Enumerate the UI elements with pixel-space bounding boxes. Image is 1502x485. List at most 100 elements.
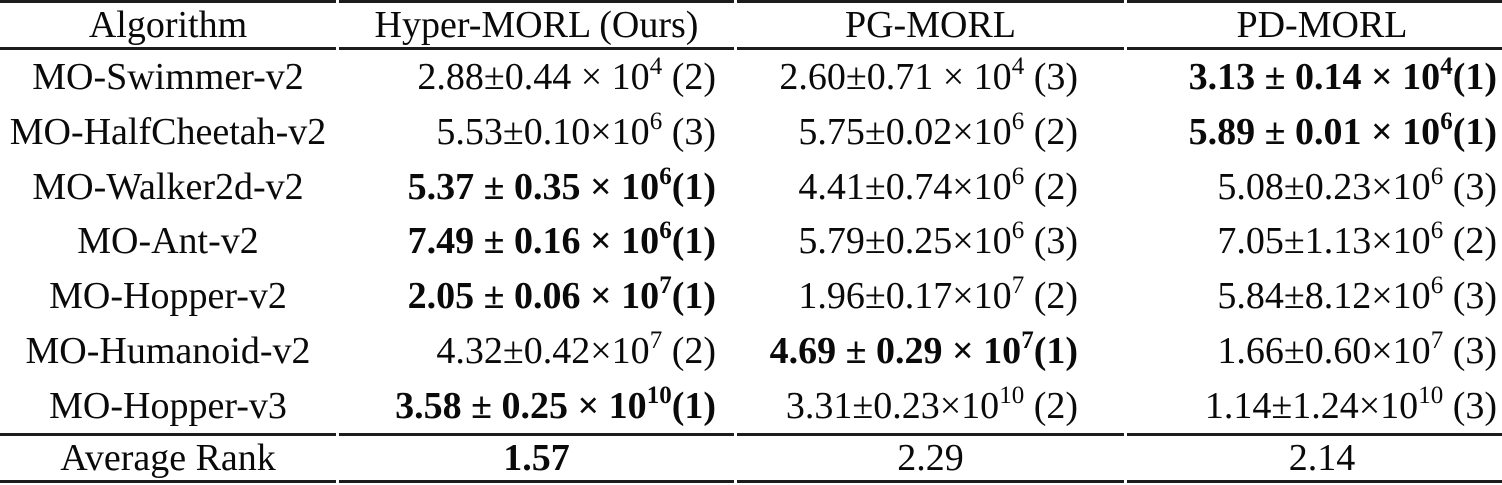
average-rank-row: Average Rank 1.57 2.29 2.14 bbox=[0, 433, 1502, 483]
value-cell: 4.32±0.42×107 (2) bbox=[339, 324, 734, 379]
exponent: 6 bbox=[1430, 217, 1444, 245]
average-rank-value-pd: 2.14 bbox=[1127, 433, 1502, 483]
value-pre: 5.37 ± 0.35 × 10 bbox=[407, 165, 660, 208]
value-post: (3) bbox=[1443, 165, 1497, 208]
value-post: (2) bbox=[662, 329, 716, 372]
value-cell: 2.88±0.44 × 104 (2) bbox=[339, 50, 734, 105]
exponent: 7 bbox=[649, 326, 663, 354]
value-pre: 2.88±0.44 × 10 bbox=[417, 56, 650, 99]
exponent: 10 bbox=[999, 381, 1025, 409]
value-pre: 7.05±1.13×10 bbox=[1217, 220, 1431, 263]
value-pre: 5.53±0.10×10 bbox=[436, 111, 650, 154]
value-post: (3) bbox=[1443, 275, 1497, 318]
exponent: 6 bbox=[1430, 272, 1444, 300]
value-cell: 3.13 ± 0.14 × 104(1) bbox=[1127, 50, 1502, 105]
exponent: 4 bbox=[1440, 53, 1453, 81]
value-cell: 4.69 ± 0.29 × 107(1) bbox=[737, 324, 1124, 379]
table-row: MO-Humanoid-v2 4.32±0.42×107 (2) 4.69 ± … bbox=[0, 324, 1502, 379]
value-pre: 3.58 ± 0.25 × 10 bbox=[395, 384, 647, 427]
value-post: (2) bbox=[1024, 165, 1078, 208]
algorithm-cell: MO-Ant-v2 bbox=[77, 220, 259, 263]
average-rank-value-hyper: 1.57 bbox=[339, 433, 734, 483]
value-pre: 5.08±0.23×10 bbox=[1217, 165, 1431, 208]
value-cell: 7.49 ± 0.16 × 106(1) bbox=[339, 214, 734, 269]
value-pre: 2.60±0.71 × 10 bbox=[779, 56, 1012, 99]
algorithm-cell: MO-Swimmer-v2 bbox=[32, 56, 304, 99]
column-header-algorithm: Algorithm bbox=[0, 0, 336, 50]
exponent: 7 bbox=[1021, 326, 1034, 354]
value-cell: 5.75±0.02×106 (2) bbox=[737, 105, 1124, 160]
table-row: MO-HalfCheetah-v2 5.53±0.10×106 (3) 5.75… bbox=[0, 105, 1502, 160]
algorithm-cell: MO-Hopper-v2 bbox=[49, 275, 287, 318]
average-rank-label: Average Rank bbox=[0, 433, 336, 483]
table-row: MO-Swimmer-v2 2.88±0.44 × 104 (2) 2.60±0… bbox=[0, 50, 1502, 105]
value-post: (1) bbox=[1452, 111, 1497, 154]
exponent: 6 bbox=[649, 108, 663, 136]
value-cell: 2.05 ± 0.06 × 107(1) bbox=[339, 269, 734, 324]
value-post: (1) bbox=[1033, 329, 1078, 372]
exponent: 6 bbox=[1011, 108, 1025, 136]
value-post: (2) bbox=[1443, 220, 1497, 263]
value-post: (3) bbox=[1024, 56, 1078, 99]
exponent: 10 bbox=[646, 381, 672, 409]
algorithm-cell: MO-Humanoid-v2 bbox=[25, 329, 311, 372]
exponent: 6 bbox=[659, 217, 672, 245]
value-cell: 1.66±0.60×107 (3) bbox=[1127, 324, 1502, 379]
value-post: (3) bbox=[1443, 384, 1497, 427]
value-pre: 2.05 ± 0.06 × 10 bbox=[407, 275, 660, 318]
exponent: 6 bbox=[1430, 162, 1444, 190]
value-pre: 3.31±0.23×10 bbox=[785, 384, 1000, 427]
value-cell: 5.84±8.12×106 (3) bbox=[1127, 269, 1502, 324]
exponent: 7 bbox=[1430, 326, 1444, 354]
exponent: 6 bbox=[1011, 217, 1025, 245]
value-pre: 1.14±1.24×10 bbox=[1204, 384, 1419, 427]
value-pre: 5.84±8.12×10 bbox=[1217, 275, 1431, 318]
value-pre: 7.49 ± 0.16 × 10 bbox=[407, 220, 660, 263]
value-cell: 2.60±0.71 × 104 (3) bbox=[737, 50, 1124, 105]
value-post: (1) bbox=[671, 165, 716, 208]
algorithm-cell: MO-Hopper-v3 bbox=[49, 384, 287, 427]
algorithm-cell: MO-Walker2d-v2 bbox=[32, 165, 304, 208]
value-cell: 5.37 ± 0.35 × 106(1) bbox=[339, 159, 734, 214]
value-post: (3) bbox=[1024, 220, 1078, 263]
value-pre: 5.75±0.02×10 bbox=[798, 111, 1012, 154]
exponent: 7 bbox=[1011, 272, 1025, 300]
value-post: (3) bbox=[1443, 329, 1497, 372]
column-header-pg-morl: PG-MORL bbox=[737, 0, 1124, 50]
exponent: 4 bbox=[649, 53, 663, 81]
table-row: MO-Hopper-v3 3.58 ± 0.25 × 1010(1) 3.31±… bbox=[0, 378, 1502, 433]
value-cell: 3.31±0.23×1010 (2) bbox=[737, 378, 1124, 433]
value-post: (1) bbox=[1452, 56, 1497, 99]
table-row: MO-Walker2d-v2 5.37 ± 0.35 × 106(1) 4.41… bbox=[0, 159, 1502, 214]
value-pre: 4.41±0.74×10 bbox=[798, 165, 1012, 208]
value-cell: 7.05±1.13×106 (2) bbox=[1127, 214, 1502, 269]
value-cell: 3.58 ± 0.25 × 1010(1) bbox=[339, 378, 734, 433]
value-cell: 5.08±0.23×106 (3) bbox=[1127, 159, 1502, 214]
algorithm-cell: MO-HalfCheetah-v2 bbox=[9, 111, 327, 154]
average-rank-value-pg: 2.29 bbox=[737, 433, 1124, 483]
table-row: MO-Hopper-v2 2.05 ± 0.06 × 107(1) 1.96±0… bbox=[0, 269, 1502, 324]
value-pre: 4.32±0.42×10 bbox=[436, 329, 650, 372]
value-pre: 4.69 ± 0.29 × 10 bbox=[769, 329, 1022, 372]
value-post: (1) bbox=[671, 384, 716, 427]
value-pre: 1.66±0.60×10 bbox=[1217, 329, 1431, 372]
value-pre: 5.79±0.25×10 bbox=[798, 220, 1012, 263]
exponent: 7 bbox=[659, 272, 672, 300]
table-row: MO-Ant-v2 7.49 ± 0.16 × 106(1) 5.79±0.25… bbox=[0, 214, 1502, 269]
value-post: (2) bbox=[1024, 111, 1078, 154]
value-post: (1) bbox=[671, 275, 716, 318]
value-cell: 5.79±0.25×106 (3) bbox=[737, 214, 1124, 269]
value-pre: 5.89 ± 0.01 × 10 bbox=[1188, 111, 1441, 154]
value-pre: 3.13 ± 0.14 × 10 bbox=[1188, 56, 1441, 99]
value-cell: 1.96±0.17×107 (2) bbox=[737, 269, 1124, 324]
exponent: 6 bbox=[1440, 108, 1453, 136]
value-post: (3) bbox=[662, 111, 716, 154]
column-header-hyper-morl: Hyper-MORL (Ours) bbox=[339, 0, 734, 50]
value-pre: 1.96±0.17×10 bbox=[798, 275, 1012, 318]
exponent: 10 bbox=[1418, 381, 1444, 409]
column-header-pd-morl: PD-MORL bbox=[1127, 0, 1502, 50]
value-post: (2) bbox=[1024, 275, 1078, 318]
value-cell: 1.14±1.24×1010 (3) bbox=[1127, 378, 1502, 433]
